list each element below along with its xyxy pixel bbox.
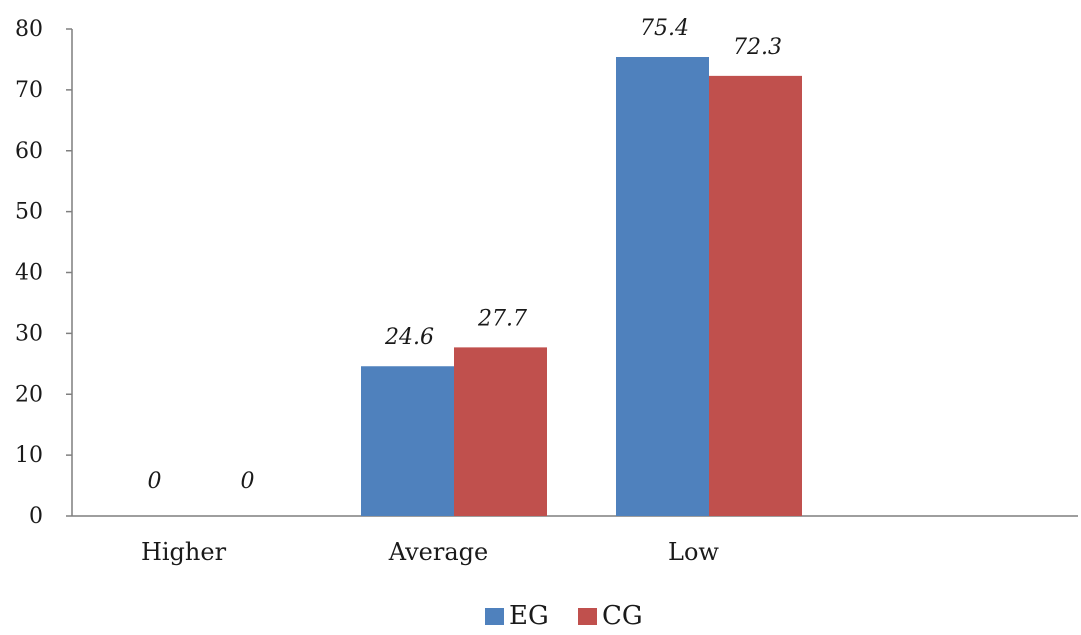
data-label: 27.7: [477, 306, 527, 331]
y-tick-label: 10: [15, 443, 43, 468]
y-tick-label: 50: [15, 200, 43, 225]
legend-swatch-cg: [578, 608, 597, 625]
y-tick-label: 70: [15, 78, 43, 103]
bar-cg-average: [454, 347, 547, 516]
legend-label-cg: CG: [602, 601, 643, 631]
y-tick-label: 30: [15, 321, 43, 346]
data-label: 0: [148, 469, 162, 494]
bar-eg-low: [616, 57, 709, 516]
x-axis: Higher Average Low: [72, 515, 1078, 566]
legend: EG CG: [485, 601, 643, 631]
data-label: 72.3: [733, 35, 782, 60]
y-tick-label: 40: [15, 261, 43, 286]
data-label: 24.6: [384, 325, 434, 350]
y-tick-label: 80: [15, 17, 43, 42]
legend-swatch-eg: [485, 608, 504, 625]
data-label: 0: [241, 469, 255, 494]
y-axis: 0 10 20 30 40 50 60 70 80: [15, 17, 73, 529]
y-tick-label: 20: [15, 382, 43, 407]
y-tick-label: 60: [15, 139, 43, 164]
x-tick-label: Average: [388, 538, 488, 566]
data-labels: 0 24.6 75.4 0 27.7 72.3: [148, 16, 782, 494]
x-tick-label: Higher: [141, 538, 227, 566]
data-label: 75.4: [640, 16, 689, 41]
legend-label-eg: EG: [509, 601, 549, 631]
bar-eg-average: [361, 366, 454, 516]
bars: [361, 57, 802, 516]
bar-cg-low: [709, 75, 802, 516]
y-tick-label: 0: [29, 504, 43, 529]
x-tick-label: Low: [668, 538, 719, 566]
